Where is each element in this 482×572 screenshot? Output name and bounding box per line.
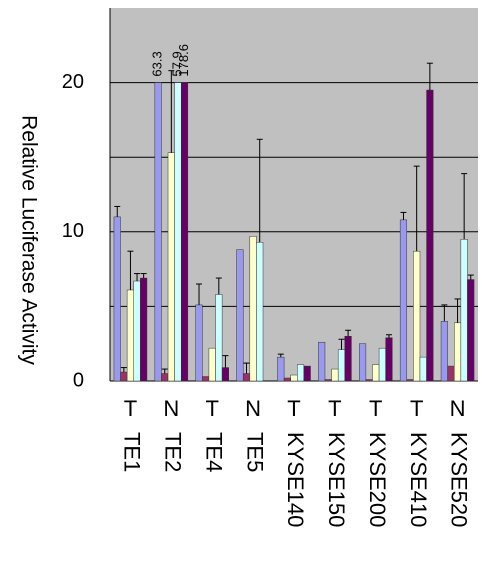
x-sublabel: N	[450, 396, 466, 421]
x-tick-label: KYSE140	[283, 432, 308, 527]
x-sublabel: T	[369, 396, 382, 421]
bar	[215, 294, 223, 382]
bar	[440, 321, 448, 382]
bar	[140, 277, 148, 382]
bar	[454, 322, 462, 382]
x-sublabel: T	[287, 396, 300, 421]
bar	[208, 347, 216, 382]
bar	[283, 377, 291, 382]
y-axis-label: Relative Luciferase Activity	[17, 115, 40, 365]
x-tick-label: KYSE520	[447, 432, 472, 527]
bar	[277, 356, 285, 382]
x-sublabel: T	[410, 396, 423, 421]
bar	[167, 152, 175, 382]
bar	[303, 365, 311, 382]
bar	[378, 347, 386, 382]
bar	[460, 239, 468, 382]
bar	[195, 304, 203, 382]
bar	[406, 379, 414, 382]
x-sublabel: N	[245, 396, 261, 421]
bar	[297, 364, 305, 382]
bar	[180, 82, 189, 382]
bar	[202, 376, 210, 382]
y-tick-label: 10	[62, 220, 84, 242]
x-tick-label: TE1	[120, 432, 145, 472]
bar	[249, 236, 257, 382]
bar	[242, 373, 251, 382]
x-sublabel: T	[205, 396, 218, 421]
bar	[359, 343, 367, 382]
bar	[120, 371, 128, 382]
bar	[413, 250, 421, 382]
bar	[372, 364, 380, 382]
bar	[221, 367, 229, 382]
x-sublabel: N	[163, 396, 179, 421]
x-tick-label: TE2	[161, 432, 186, 472]
bar	[337, 349, 346, 382]
bar	[324, 379, 332, 382]
x-tick-label: KYSE200	[365, 432, 390, 527]
bar	[419, 356, 427, 382]
x-tick-label: TE5	[242, 432, 267, 472]
plot-area	[110, 8, 478, 381]
data-label: 63.3	[150, 51, 165, 76]
bar	[174, 82, 182, 382]
bar	[344, 335, 352, 382]
bar	[467, 279, 475, 382]
bar	[447, 365, 455, 382]
bar	[113, 216, 121, 382]
bar	[161, 373, 169, 382]
x-tick-label: TE4	[201, 432, 226, 472]
bar	[318, 341, 326, 382]
bar	[236, 249, 244, 382]
bar	[154, 82, 162, 382]
bar	[126, 289, 134, 382]
y-tick-label: 20	[62, 71, 84, 93]
bar	[331, 368, 339, 382]
bar	[256, 241, 264, 382]
bar	[399, 219, 408, 382]
bar	[426, 89, 434, 382]
x-sublabel: T	[328, 396, 341, 421]
data-label: 178.6	[176, 44, 191, 77]
y-tick-label: 0	[73, 369, 84, 391]
x-sublabel: T	[124, 396, 137, 421]
bar	[365, 379, 373, 382]
x-tick-label: KYSE410	[406, 432, 431, 527]
bar	[385, 337, 393, 382]
bar	[133, 280, 141, 382]
data-label: 57.9	[169, 51, 184, 76]
bar	[290, 374, 298, 382]
x-tick-label: KYSE150	[324, 432, 349, 527]
